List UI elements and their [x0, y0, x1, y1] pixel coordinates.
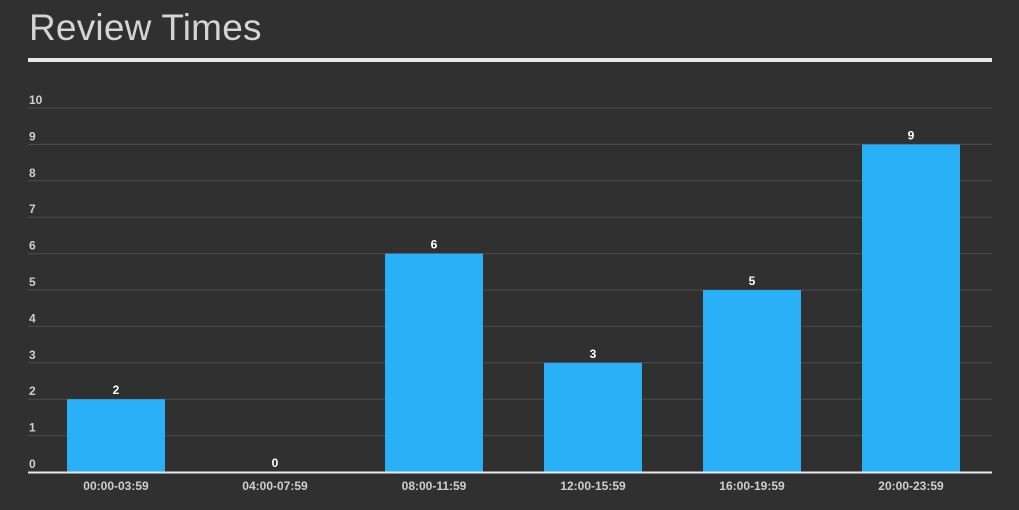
y-tick-label: 8	[29, 166, 36, 180]
x-tick-label: 08:00-11:59	[402, 479, 467, 493]
y-tick-label: 5	[29, 275, 36, 289]
x-tick-label: 16:00-19:59	[719, 479, 785, 493]
y-axis-ticks: 0 1 2 3 4 5 6 7 8 9 10	[29, 93, 43, 471]
y-tick-label: 2	[29, 384, 36, 398]
grid-lines	[28, 107, 992, 437]
bar-value-label: 6	[431, 238, 438, 252]
y-tick-label: 9	[29, 129, 36, 143]
bar	[703, 290, 801, 472]
x-tick-label: 00:00-03:59	[83, 479, 149, 493]
y-tick-label: 3	[29, 348, 36, 362]
bars	[67, 144, 960, 472]
y-tick-label: 1	[29, 421, 36, 435]
x-axis-ticks: 00:00-03:59 04:00-07:59 08:00-11:59 12:00-1…	[83, 479, 944, 493]
bar	[862, 144, 960, 472]
x-tick-label: 20:00-23:59	[878, 479, 944, 493]
x-tick-label: 04:00-07:59	[242, 479, 308, 493]
bar-value-label: 0	[272, 456, 279, 470]
chart-title: Review Times	[29, 7, 262, 48]
y-tick-label: 6	[29, 239, 36, 253]
bar-value-label: 3	[590, 347, 597, 361]
bar-value-label: 5	[749, 274, 756, 288]
bar	[67, 399, 165, 472]
bar-value-label: 2	[113, 383, 120, 397]
bar	[385, 253, 483, 472]
x-tick-label: 12:00-15:59	[560, 479, 626, 493]
bar-value-label: 9	[908, 128, 915, 142]
title-underline	[28, 58, 992, 62]
y-tick-label: 0	[29, 457, 36, 471]
y-tick-label: 7	[29, 202, 36, 216]
bar	[544, 362, 642, 472]
bar-value-labels: 2 0 6 3 5 9	[113, 128, 915, 470]
y-tick-label: 10	[29, 93, 43, 107]
y-tick-label: 4	[29, 311, 36, 325]
